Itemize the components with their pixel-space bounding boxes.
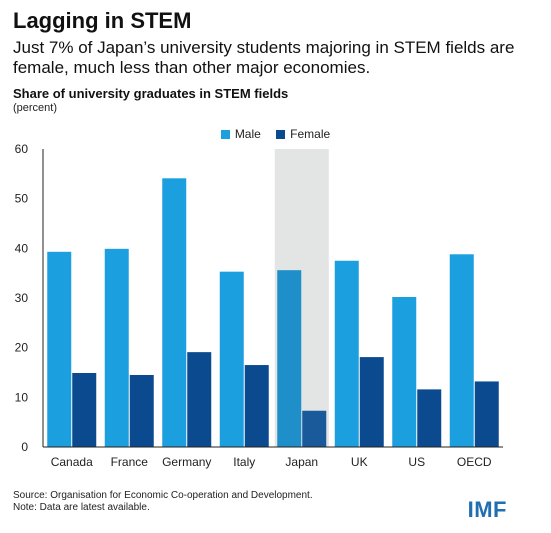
source-note: Source: Organisation for Economic Co-ope… [13, 490, 313, 501]
bar-female-uk [359, 357, 384, 447]
bar-male-italy [219, 271, 244, 447]
legend-item-female: Female [276, 127, 330, 141]
legend: Male Female [0, 127, 551, 142]
x-tick-label: Japan [285, 455, 318, 469]
bar-male-oecd [449, 254, 474, 447]
legend-swatch-male [220, 129, 230, 139]
data-note: Note: Data are latest available. [13, 502, 150, 513]
chart-subtitle: Just 7% of Japan’s university students m… [13, 38, 515, 77]
y-tick-label: 60 [15, 142, 29, 156]
x-tick-label: Italy [233, 455, 255, 469]
legend-label-female: Female [290, 127, 331, 141]
legend-item-male: Male [220, 127, 261, 141]
y-tick-label: 30 [15, 291, 29, 305]
x-tick-label: US [408, 455, 425, 469]
bar-female-canada [72, 372, 97, 447]
y-tick-label: 50 [15, 192, 29, 206]
bar-male-japan [277, 270, 302, 447]
chart-heading: Share of university graduates in STEM fi… [13, 86, 289, 101]
bar-female-france [129, 374, 154, 447]
chart-title-main: Lagging in STEM [13, 8, 192, 33]
bar-male-canada [47, 251, 72, 447]
x-tick-label: Canada [51, 455, 93, 469]
bar-female-germany [187, 352, 212, 447]
y-tick-label: 40 [15, 241, 29, 255]
bar-female-italy [244, 365, 269, 447]
bar-male-germany [162, 178, 187, 447]
bar-female-oecd [474, 381, 499, 447]
imf-logo: IMF [467, 497, 507, 522]
x-tick-label: OECD [457, 455, 492, 469]
legend-swatch-female [276, 129, 286, 139]
legend-label-male: Male [234, 127, 261, 141]
bar-female-us [417, 389, 442, 447]
bar-male-uk [334, 260, 359, 447]
x-tick-label: UK [351, 455, 368, 469]
y-tick-label: 0 [21, 440, 28, 454]
bar-female-japan [302, 410, 327, 447]
unit-label: (percent) [13, 102, 58, 114]
y-tick-label: 20 [15, 341, 29, 355]
footer: Source: Organisation for Economic Co-ope… [13, 490, 313, 514]
x-tick-label: Germany [162, 455, 211, 469]
bar-male-us [392, 297, 417, 447]
x-tick-label: France [111, 455, 149, 469]
bar-chart: 0 10 20 30 40 50 60 Canada France Germany Italy Jap… [15, 142, 503, 469]
bar-male-france [104, 248, 129, 447]
y-tick-label: 10 [15, 390, 29, 404]
